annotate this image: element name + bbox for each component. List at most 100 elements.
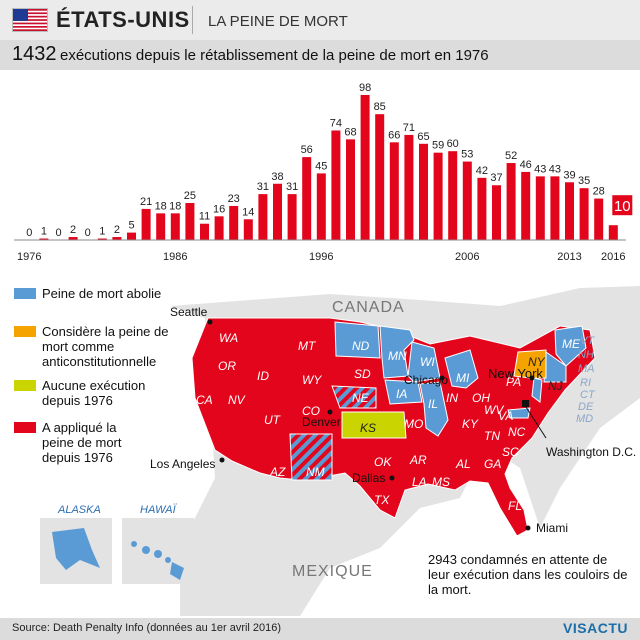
city-miami: Miami xyxy=(536,521,568,535)
bar-2006 xyxy=(462,161,472,240)
state-label-or: OR xyxy=(218,359,236,373)
bar-1991 xyxy=(243,219,253,240)
state-label-wa: WA xyxy=(219,331,238,345)
state-label-vt: VT xyxy=(580,335,595,347)
state-label-nd: ND xyxy=(352,339,370,353)
death-row-note: 2943 condamnés en attente de leur exécut… xyxy=(428,552,628,597)
bar-label-1991: 14 xyxy=(242,206,254,218)
city-los-angeles: Los Angeles xyxy=(150,457,215,471)
legend-swatch-no-execution xyxy=(14,380,36,391)
bar-1977 xyxy=(39,238,49,240)
legend-swatch-abolished xyxy=(14,288,36,299)
headline-bar: 1432 exécutions depuis le rétablissement… xyxy=(0,40,640,70)
bar-label-2010: 46 xyxy=(520,159,532,171)
bar-label-1986: 18 xyxy=(169,200,181,212)
bar-1982 xyxy=(112,237,122,240)
state-label-nm: NM xyxy=(306,465,325,479)
legend-swatch-unconstitutional xyxy=(14,326,36,337)
bar-label-1979: 2 xyxy=(70,224,76,236)
state-label-mt: MT xyxy=(298,339,317,353)
bar-label-2009: 52 xyxy=(505,150,517,162)
bar-label-1996: 45 xyxy=(315,160,327,172)
state-label-ne: NE xyxy=(352,391,370,405)
bar-label-1977: 1 xyxy=(41,226,47,238)
state-label-in: IN xyxy=(446,391,458,405)
bar-1995 xyxy=(302,157,312,240)
state-label-ct: CT xyxy=(580,389,596,401)
city-washington: Washington D.C. xyxy=(546,445,636,459)
bar-label-1989: 16 xyxy=(213,203,225,215)
bar-label-2000: 85 xyxy=(374,101,386,113)
state-label-ny: NY xyxy=(528,355,546,369)
bar-label-1993: 38 xyxy=(271,171,283,183)
alaska-label: ALASKA xyxy=(58,504,101,516)
bar-label-2008: 37 xyxy=(490,172,502,184)
bar-label-2016: 10 xyxy=(614,198,631,215)
state-label-ut: UT xyxy=(264,413,282,427)
bar-label-1978: 0 xyxy=(55,227,61,239)
state-ny xyxy=(513,349,547,379)
state-label-tx: TX xyxy=(374,493,390,507)
city-dot-washington xyxy=(522,400,529,407)
state-il xyxy=(419,381,449,437)
alaska-shape xyxy=(52,528,100,570)
state-mi xyxy=(444,349,479,389)
bar-2003 xyxy=(419,143,428,240)
bar-label-1983: 5 xyxy=(128,220,134,232)
legend-swatch-applied xyxy=(14,422,36,433)
state-label-ia: IA xyxy=(396,387,407,401)
state-label-id: ID xyxy=(257,369,269,383)
bar-label-2003: 65 xyxy=(417,131,429,143)
bar-label-1976: 0 xyxy=(26,227,32,239)
state-label-ky: KY xyxy=(462,417,479,431)
x-tick-2013: 2013 xyxy=(557,251,581,263)
topic-title: LA PEINE DE MORT xyxy=(208,13,348,30)
state-label-pa: PA xyxy=(506,375,521,389)
bar-1986 xyxy=(170,213,180,240)
bar-2009 xyxy=(506,163,516,240)
city-dallas: Dallas xyxy=(352,471,385,485)
legend-label-applied: A appliqué la peine de mort depuis 1976 xyxy=(42,420,122,465)
bar-label-1981: 1 xyxy=(99,226,105,238)
city-new-york: New York xyxy=(488,366,543,381)
state-label-wi: WI xyxy=(420,355,435,369)
city-dot-seattle xyxy=(207,319,213,325)
bar-label-1987: 25 xyxy=(184,190,196,202)
bar-1998 xyxy=(346,139,355,240)
bar-label-2013: 39 xyxy=(563,169,575,181)
bar-label-1988: 11 xyxy=(199,211,210,223)
state-label-oh: OH xyxy=(472,391,490,405)
state-label-mo: MO xyxy=(404,417,423,431)
state-me xyxy=(554,325,587,367)
bar-2000 xyxy=(375,114,385,240)
state-label-nh: NH xyxy=(578,349,594,361)
state-md xyxy=(507,407,531,419)
state-label-wv: WV xyxy=(484,403,504,417)
bar-1981 xyxy=(97,238,107,240)
city-dot-dallas xyxy=(389,475,395,481)
bar-1983 xyxy=(127,232,136,240)
bar-2001 xyxy=(389,142,399,240)
bar-1984 xyxy=(141,208,151,240)
state-label-ga: GA xyxy=(484,457,501,471)
bar-label-2001: 66 xyxy=(388,129,400,141)
bar-2007 xyxy=(477,177,487,240)
bar-1997 xyxy=(331,130,341,240)
state-label-ks: KS xyxy=(360,421,376,435)
bar-label-2014: 35 xyxy=(578,175,590,187)
state-label-md: MD xyxy=(576,413,593,425)
bar-1988 xyxy=(200,223,209,240)
headline-number: 1432 xyxy=(12,43,57,65)
state-label-sd: SD xyxy=(354,367,371,381)
bar-label-1999: 98 xyxy=(359,82,371,94)
bar-label-1985: 18 xyxy=(155,200,167,212)
bar-label-2015: 28 xyxy=(593,186,605,198)
bar-label-2012: 43 xyxy=(549,163,561,175)
bar-1993 xyxy=(273,183,282,240)
state-label-az: AZ xyxy=(269,465,286,479)
state-label-sc: SC xyxy=(502,445,519,459)
state-ks xyxy=(341,411,407,439)
city-dot-new-york xyxy=(529,375,535,381)
bar-1985 xyxy=(156,213,166,240)
bar-1979 xyxy=(68,237,78,240)
